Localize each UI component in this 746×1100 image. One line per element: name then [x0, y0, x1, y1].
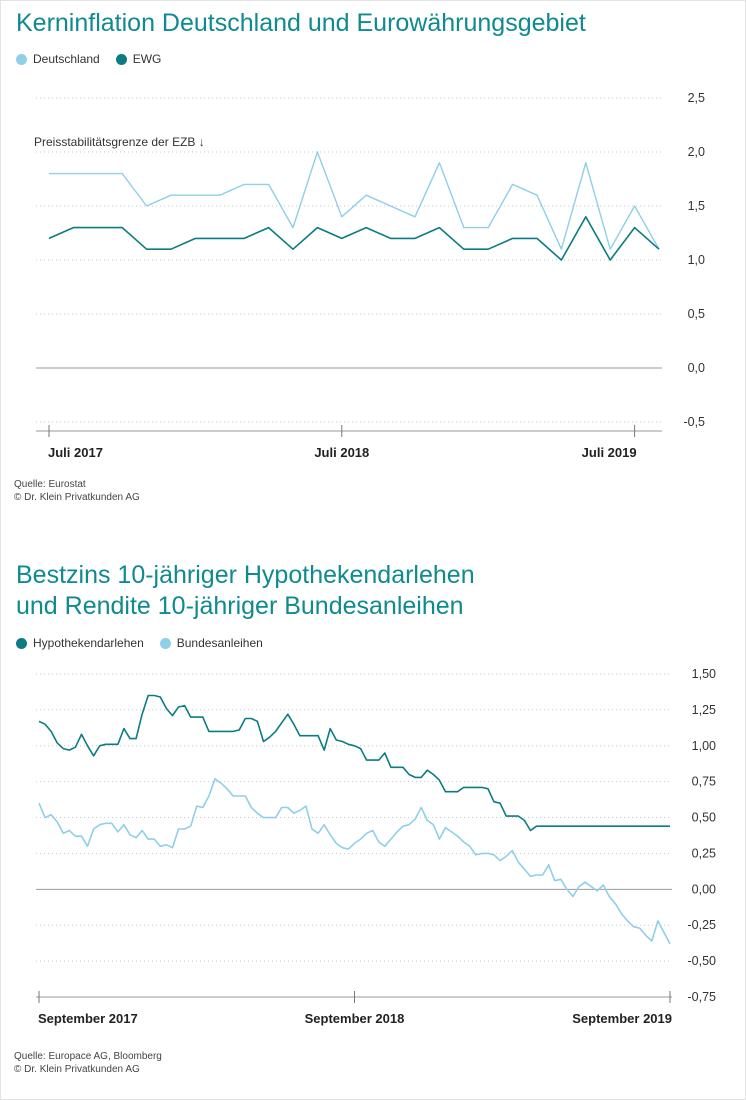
c2-y-tick-label: 0,00 [692, 882, 716, 896]
chart2-legend: Hypothekendarlehen Bundesanleihen [16, 636, 263, 650]
c1-x-tick-label: Juli 2017 [48, 445, 103, 460]
chart1-title: Kerninflation Deutschland und Eurowährun… [16, 8, 586, 39]
c2-x-tick-label: September 2018 [305, 1011, 405, 1026]
legend-item-hypothekendarlehen: Hypothekendarlehen [16, 636, 144, 650]
c2-y-tick-label: 1,25 [692, 703, 716, 717]
chart2-source-line: Quelle: Europace AG, Bloomberg [14, 1051, 162, 1062]
legend-item-deutschland: Deutschland [16, 52, 100, 66]
c1-y-tick-label: 0,0 [688, 361, 705, 375]
c1-x-tick-label: Juli 2019 [582, 445, 637, 460]
chart1-title-line: Kerninflation Deutschland und Eurowährun… [16, 9, 586, 37]
c2-y-tick-label: -0,75 [688, 990, 717, 1004]
c1-series-line-deutschland [49, 151, 660, 250]
c2-y-tick-label: -0,50 [688, 954, 717, 968]
c1-y-tick-label: 1,5 [688, 199, 705, 213]
chart1-copyright-line: © Dr. Klein Privatkunden AG [14, 492, 140, 503]
c2-y-tick-label: 1,50 [692, 667, 716, 681]
legend-label-bundesanleihen: Bundesanleihen [176, 636, 263, 650]
legend-dot-hypothekendarlehen [16, 637, 27, 649]
c1-y-tick-label: 2,0 [688, 145, 705, 159]
c1-y-tick-label: -0,5 [683, 415, 705, 429]
chart2-title: Bestzins 10-jähriger Hypothekendarlehen … [16, 560, 475, 622]
chart1-source-line: Quelle: Eurostat [14, 479, 86, 490]
chart2-title-line-1: Bestzins 10-jähriger Hypothekendarlehen [16, 561, 475, 589]
c2-y-tick-label: 0,25 [692, 846, 716, 860]
c2-y-tick-label: 1,00 [692, 739, 716, 753]
legend-dot-ewg [115, 53, 127, 65]
inflation-chart: 2,5 2,0 1,5 1,0 0,5 0,0 -0,5 Juli 2017 Juli 2018… [34, 91, 705, 460]
c2-x-tick-label: September 2019 [572, 1011, 672, 1026]
chart1-source: Quelle: Eurostat © Dr. Klein Privatkunde… [14, 478, 140, 504]
c1-series-line-ewg [48, 216, 660, 261]
c2-y-tick-label: 0,75 [692, 775, 716, 789]
c2-series-line-bundesanleihen [38, 777, 671, 945]
c2-x-tick-label: September 2017 [38, 1011, 138, 1026]
legend-label-hypothekendarlehen: Hypothekendarlehen [33, 636, 144, 650]
legend-item-bundesanleihen: Bundesanleihen [159, 636, 263, 650]
chart2-title-line-2: und Rendite 10-jähriger Bundesanleihen [16, 592, 464, 620]
legend-dot-bundesanleihen [159, 637, 171, 649]
ezb-annotation: Preisstabilitätsgrenze der EZB ↓ [34, 135, 205, 149]
legend-label-deutschland: Deutschland [33, 52, 100, 66]
chart2-source: Quelle: Europace AG, Bloomberg © Dr. Kle… [14, 1050, 162, 1076]
c2-series-line-hypothekendarlehen [38, 694, 670, 832]
legend-label-ewg: EWG [132, 52, 162, 66]
c1-y-tick-label: 1,0 [688, 253, 705, 267]
chart1-legend: Deutschland EWG [16, 52, 161, 66]
legend-item-ewg: EWG [115, 52, 162, 66]
c2-y-tick-label: -0,25 [688, 918, 717, 932]
c1-y-tick-label: 2,5 [688, 91, 705, 105]
c1-y-tick-label: 0,5 [688, 307, 705, 321]
c2-y-tick-label: 0,50 [692, 811, 716, 825]
chart2-copyright-line: © Dr. Klein Privatkunden AG [14, 1064, 140, 1075]
legend-dot-deutschland [16, 53, 27, 65]
c1-x-tick-label: Juli 2018 [314, 445, 369, 460]
